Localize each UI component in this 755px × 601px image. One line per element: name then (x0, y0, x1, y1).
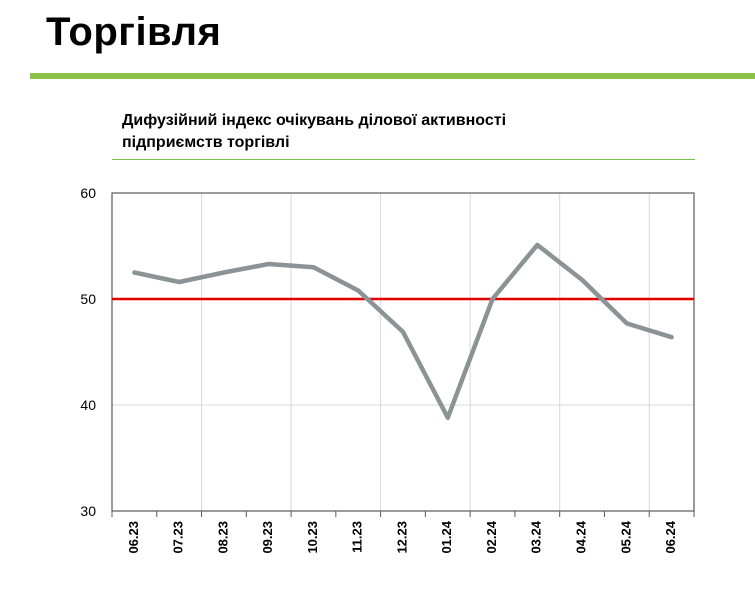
x-tick-label: 01.24 (439, 520, 454, 553)
y-tick-label: 60 (80, 185, 96, 201)
x-tick-label: 08.23 (215, 521, 230, 554)
chart-title-line-2: підприємств торгівлі (122, 134, 290, 151)
x-tick-label: 06.23 (126, 521, 141, 554)
x-tick-label: 06.24 (663, 520, 678, 553)
x-tick-label: 04.24 (574, 520, 589, 553)
series-line (132, 242, 674, 420)
plot-frame (111, 192, 695, 512)
page-title: Торгівля (46, 10, 222, 54)
y-tick-label: 30 (80, 503, 96, 519)
x-tick-label: 12.23 (394, 521, 409, 554)
x-tick-label: 03.24 (529, 520, 544, 553)
x-tick-label: 09.23 (260, 521, 275, 554)
x-tick-label: 10.23 (305, 521, 320, 554)
x-tick-label: 02.24 (484, 520, 499, 553)
chart-title: Дифузійний індекс очікувань ділової акти… (122, 110, 682, 154)
y-tick-label: 50 (80, 291, 96, 307)
x-tick-label: 05.24 (618, 520, 633, 553)
chart-title-divider (112, 159, 695, 160)
title-divider (30, 73, 755, 79)
chart-title-line-1: Дифузійний індекс очікувань ділової акти… (122, 112, 507, 129)
x-tick-label: 11.23 (350, 521, 365, 553)
y-tick-label: 40 (80, 397, 96, 413)
x-tick-label: 07.23 (171, 521, 186, 554)
